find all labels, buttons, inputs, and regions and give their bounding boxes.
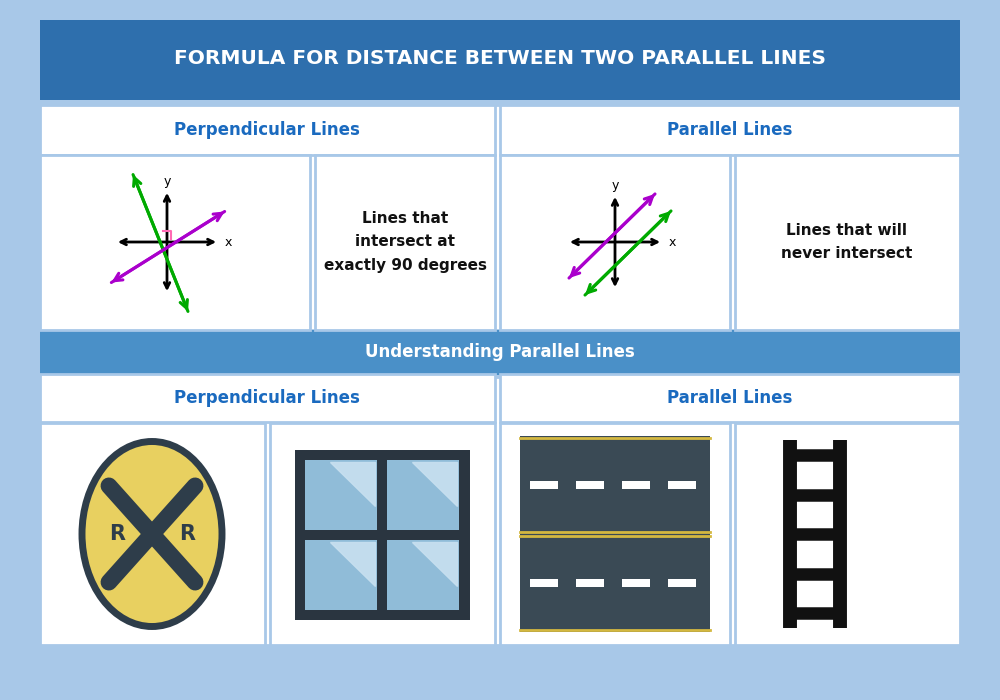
Polygon shape <box>330 462 375 505</box>
Text: Understanding Parallel Lines: Understanding Parallel Lines <box>365 343 635 361</box>
Bar <box>622 579 650 587</box>
Text: x: x <box>668 235 676 248</box>
Bar <box>500 155 730 330</box>
Bar <box>40 155 310 330</box>
Text: R: R <box>109 524 125 544</box>
Bar <box>576 579 604 587</box>
Bar <box>622 481 650 489</box>
Bar <box>40 374 495 422</box>
Text: x: x <box>224 235 232 248</box>
Polygon shape <box>330 542 375 585</box>
Text: y: y <box>611 178 619 192</box>
Text: y: y <box>163 174 171 188</box>
Polygon shape <box>412 462 457 505</box>
Text: Perpendicular Lines: Perpendicular Lines <box>174 389 360 407</box>
Text: FORMULA FOR DISTANCE BETWEEN TWO PARALLEL LINES: FORMULA FOR DISTANCE BETWEEN TWO PARALLE… <box>174 50 826 69</box>
Bar <box>270 423 495 645</box>
Bar <box>668 579 696 587</box>
Text: Lines that will
never intersect: Lines that will never intersect <box>781 223 913 261</box>
Bar <box>40 105 960 330</box>
Text: Perpendicular Lines: Perpendicular Lines <box>174 121 360 139</box>
Bar <box>295 450 470 620</box>
Bar <box>40 423 265 645</box>
Ellipse shape <box>82 442 222 626</box>
Bar <box>668 481 696 489</box>
Bar <box>500 423 730 645</box>
Bar <box>387 540 459 610</box>
Bar <box>530 481 558 489</box>
Text: R: R <box>179 524 195 544</box>
Text: Lines that
intersect at
exactly 90 degrees: Lines that intersect at exactly 90 degre… <box>324 211 486 273</box>
Bar <box>305 460 377 530</box>
Text: Parallel Lines: Parallel Lines <box>667 121 793 139</box>
Bar <box>40 330 960 375</box>
Bar <box>305 540 377 610</box>
Bar <box>387 460 459 530</box>
Bar <box>735 423 960 645</box>
Bar <box>500 105 960 155</box>
Polygon shape <box>412 542 457 585</box>
Bar <box>315 155 495 330</box>
Bar <box>40 377 960 645</box>
Bar <box>735 155 960 330</box>
Bar <box>576 481 604 489</box>
Bar <box>530 579 558 587</box>
Bar <box>500 374 960 422</box>
Bar <box>40 105 495 155</box>
Text: Parallel Lines: Parallel Lines <box>667 389 793 407</box>
Bar <box>520 436 710 632</box>
Bar <box>40 20 960 100</box>
